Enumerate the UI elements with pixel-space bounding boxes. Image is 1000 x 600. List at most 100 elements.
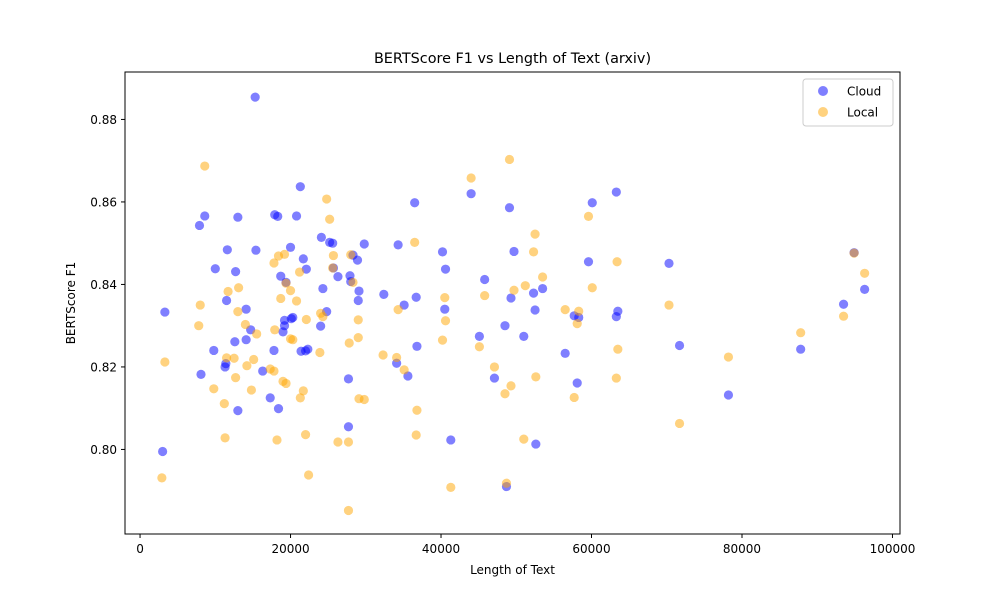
y-axis-ticks: 0.80 0.82 0.84 0.86 0.88 xyxy=(90,113,125,457)
local-point xyxy=(612,257,622,267)
local-point xyxy=(359,394,369,405)
local-point xyxy=(500,389,510,399)
local-point xyxy=(295,393,305,403)
y-tick-label: 0.88 xyxy=(90,113,117,127)
cloud-point xyxy=(474,331,484,342)
local-point xyxy=(285,286,296,296)
local-point xyxy=(209,384,219,394)
cloud-point xyxy=(528,288,539,298)
local-point xyxy=(574,306,584,316)
local-point xyxy=(504,154,515,165)
cloud-point xyxy=(560,348,570,358)
local-point xyxy=(270,325,280,335)
cloud-point xyxy=(352,255,363,265)
cloud-point xyxy=(209,345,219,356)
cloud-point xyxy=(231,267,241,277)
local-point xyxy=(411,430,421,440)
cloud-point xyxy=(298,254,308,264)
local-point xyxy=(303,470,314,480)
cloud-point xyxy=(500,321,510,331)
cloud-point xyxy=(328,238,338,248)
local-point xyxy=(674,418,685,429)
local-point xyxy=(195,300,205,310)
cloud-point xyxy=(519,331,529,342)
local-point xyxy=(399,365,409,375)
cloud-point xyxy=(359,239,369,249)
local-point xyxy=(796,328,806,338)
local-point xyxy=(489,362,500,372)
cloud-point xyxy=(273,404,284,414)
local-point xyxy=(328,250,339,261)
local-point xyxy=(346,250,356,260)
local-point xyxy=(242,361,252,371)
cloud-point xyxy=(611,187,621,197)
local-point xyxy=(157,473,167,483)
local-point xyxy=(344,338,354,348)
cloud-point xyxy=(295,182,305,192)
local-point xyxy=(838,311,849,321)
local-point xyxy=(723,352,734,362)
cloud-point xyxy=(509,246,519,257)
cloud-point xyxy=(318,283,328,294)
cloud-point xyxy=(200,211,210,221)
local-point xyxy=(531,372,541,382)
local-point xyxy=(301,314,311,325)
local-point xyxy=(664,300,674,310)
legend: Cloud Local xyxy=(802,78,894,127)
cloud-point xyxy=(196,369,206,379)
plot-frame xyxy=(124,71,901,535)
local-point xyxy=(348,277,358,287)
x-tick-label: 80000 xyxy=(723,542,761,556)
cloud-point xyxy=(265,393,275,403)
cloud-point xyxy=(276,271,286,281)
legend-label-cloud: Cloud xyxy=(847,85,881,99)
local-point xyxy=(281,378,291,389)
cloud-point xyxy=(316,321,326,331)
y-tick-label: 0.86 xyxy=(90,195,117,209)
cloud-point xyxy=(222,245,232,255)
cloud-point xyxy=(233,406,243,416)
local-point xyxy=(246,385,257,395)
cloud-point xyxy=(241,304,251,314)
local-point xyxy=(560,305,570,315)
cloud-point xyxy=(160,307,170,317)
cloud-point xyxy=(538,283,548,294)
cloud-point xyxy=(838,299,849,309)
local-point xyxy=(276,293,286,304)
cloud-point xyxy=(354,286,364,296)
cloud-point xyxy=(466,189,476,199)
cloud-point xyxy=(379,289,389,299)
local-point xyxy=(501,478,512,488)
cloud-point xyxy=(411,292,421,302)
local-point xyxy=(272,435,282,445)
local-point xyxy=(392,352,402,363)
local-point xyxy=(160,357,170,367)
local-point xyxy=(322,194,332,204)
local-point xyxy=(538,272,548,282)
local-point xyxy=(200,161,210,171)
local-point xyxy=(298,386,308,396)
cloud-point xyxy=(288,312,298,323)
local-point xyxy=(288,335,298,345)
local-point xyxy=(393,305,403,315)
y-axis-label: BERTScore F1 xyxy=(64,262,78,345)
local-point xyxy=(240,319,250,330)
y-tick-label: 0.82 xyxy=(90,360,117,374)
local-point xyxy=(353,315,363,325)
local-point xyxy=(528,247,539,257)
local-point xyxy=(233,307,243,317)
cloud-point xyxy=(250,92,260,102)
local-point xyxy=(343,505,354,516)
local-point xyxy=(519,434,529,444)
local-point xyxy=(474,342,484,352)
cloud-point xyxy=(796,344,806,354)
local-point xyxy=(509,285,519,295)
local-point xyxy=(583,211,594,221)
cloud-point xyxy=(412,341,422,351)
local-point xyxy=(353,333,363,343)
cloud-point xyxy=(269,345,279,356)
local-point xyxy=(220,433,230,443)
data-points xyxy=(157,92,870,516)
local-point xyxy=(229,353,239,363)
